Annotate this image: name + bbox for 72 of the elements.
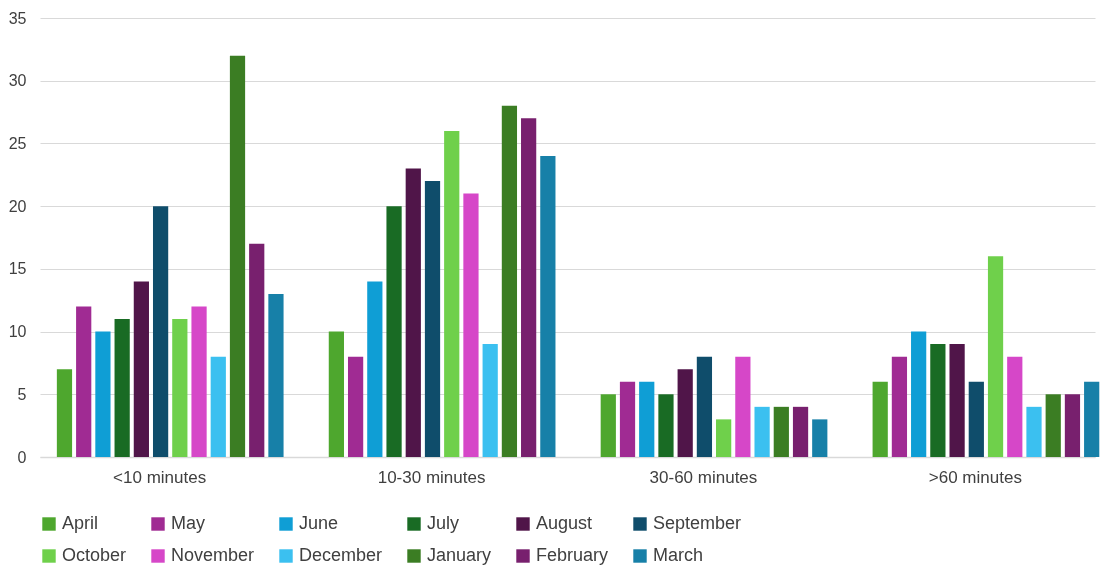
legend-label: August xyxy=(536,513,593,533)
bar xyxy=(463,193,479,457)
bar xyxy=(600,394,616,457)
bar xyxy=(191,306,207,457)
y-tick-label: 5 xyxy=(17,385,27,403)
bar xyxy=(172,319,188,457)
bar xyxy=(639,381,655,457)
legend-label: July xyxy=(427,513,460,533)
x-tick-label: >60 minutes xyxy=(928,467,1022,487)
bar xyxy=(424,181,441,457)
bar xyxy=(812,419,828,457)
y-tick-label: 30 xyxy=(8,72,27,90)
legend-label: June xyxy=(299,513,339,533)
legend-label: January xyxy=(427,545,492,565)
bar xyxy=(501,105,518,457)
bar xyxy=(968,381,984,457)
legend-label: March xyxy=(653,545,704,565)
x-tick-label: <10 minutes xyxy=(113,467,207,487)
bar xyxy=(229,55,246,457)
bar xyxy=(911,331,927,457)
bar xyxy=(521,118,537,457)
y-tick-label: 25 xyxy=(8,134,27,152)
bar xyxy=(754,406,770,457)
bar xyxy=(930,344,946,457)
y-tick-label: 0 xyxy=(17,448,27,466)
bar xyxy=(386,206,402,457)
y-tick-label: 35 xyxy=(8,9,27,27)
bar xyxy=(1064,394,1081,457)
legend-label: November xyxy=(171,545,255,565)
x-tick-label: 10-30 minutes xyxy=(377,467,486,487)
bar xyxy=(677,369,693,457)
bar xyxy=(328,331,344,457)
bar xyxy=(268,293,284,457)
bar xyxy=(249,243,265,457)
y-tick-label: 10 xyxy=(8,323,27,341)
legend-label: April xyxy=(62,513,99,533)
legend-label: February xyxy=(536,545,609,565)
bar xyxy=(987,256,1004,457)
bar xyxy=(152,206,169,457)
bar xyxy=(347,356,364,457)
bar xyxy=(1026,406,1042,457)
bar xyxy=(133,281,149,457)
bar xyxy=(367,281,383,457)
bar xyxy=(1045,394,1061,457)
legend-label: October xyxy=(62,545,127,565)
bar xyxy=(619,381,636,457)
legend-label: December xyxy=(299,545,383,565)
bar xyxy=(735,356,751,457)
bar xyxy=(696,356,713,457)
legend-label: May xyxy=(171,513,206,533)
bar xyxy=(482,344,498,457)
bar xyxy=(658,394,674,457)
y-tick-label: 20 xyxy=(8,197,27,215)
bar xyxy=(773,406,789,457)
bar xyxy=(872,381,888,457)
bar xyxy=(792,406,809,457)
legend-label: September xyxy=(653,513,742,533)
bar xyxy=(444,130,460,457)
bar xyxy=(949,344,965,457)
bar xyxy=(405,168,421,457)
bar xyxy=(95,331,111,457)
bar xyxy=(114,319,130,457)
bar xyxy=(716,419,732,457)
x-tick-label: 30-60 minutes xyxy=(649,467,758,487)
bar xyxy=(1007,356,1023,457)
y-tick-label: 15 xyxy=(8,260,27,278)
bar xyxy=(210,356,226,457)
bar xyxy=(1084,381,1100,457)
bar xyxy=(56,369,73,457)
bar xyxy=(540,155,556,457)
bar xyxy=(891,356,908,457)
bar xyxy=(76,306,92,457)
